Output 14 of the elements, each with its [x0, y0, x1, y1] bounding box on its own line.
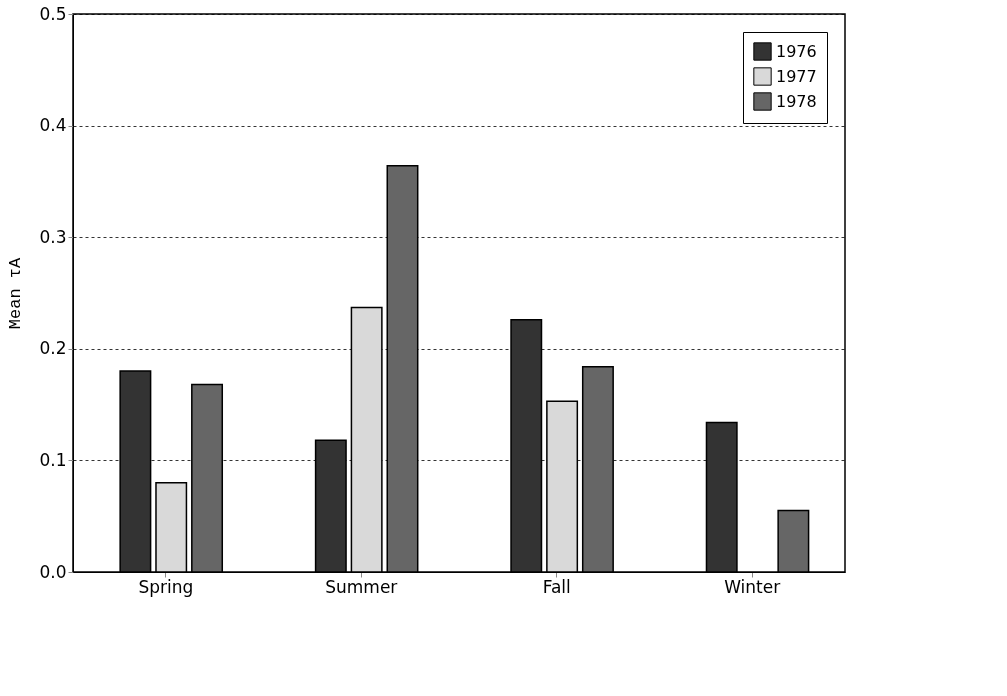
y-tick-label: 0.1 [39, 449, 67, 470]
y-tick-label: 0.2 [39, 338, 67, 359]
legend-label: 1977 [776, 66, 817, 86]
y-tick-label: 0.4 [39, 115, 67, 136]
legend-label: 1978 [776, 91, 817, 111]
x-tick-label: Fall [542, 576, 571, 597]
legend-label: 1976 [776, 41, 817, 61]
y-axis-title: Mean τA [6, 257, 26, 330]
x-tick-label: Spring [138, 576, 194, 597]
y-tick-label: 0.3 [39, 226, 67, 247]
x-tick-label: Summer [325, 576, 398, 597]
x-tick-label: Winter [724, 576, 781, 597]
y-tick-label: 0.0 [39, 561, 67, 582]
y-tick-label: 0.5 [39, 3, 67, 24]
